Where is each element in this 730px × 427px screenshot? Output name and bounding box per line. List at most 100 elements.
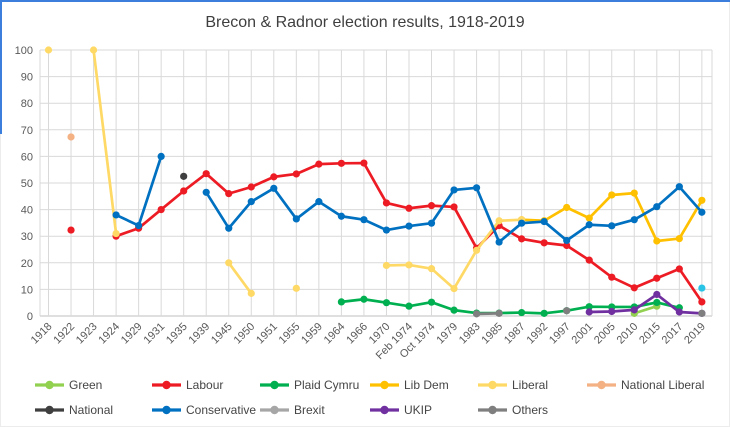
- legend-marker-dot: [270, 405, 279, 415]
- data-point: [247, 289, 255, 297]
- legend-marker-dot: [45, 405, 54, 415]
- data-point: [247, 183, 255, 191]
- legend-item-national-liberal: National Liberal: [587, 378, 704, 392]
- series-brexit: [698, 284, 706, 292]
- data-point: [472, 310, 481, 318]
- data-point: [653, 274, 661, 282]
- data-point: [698, 309, 706, 317]
- legend-marker-dot: [380, 380, 389, 390]
- legend-item-others: Others: [478, 403, 548, 417]
- data-point: [382, 199, 391, 207]
- legend-item-ukip: UKIP: [370, 403, 432, 417]
- legend-item-liberal: Liberal: [478, 378, 548, 392]
- data-point: [202, 170, 210, 178]
- y-tick-label: 40: [21, 205, 33, 217]
- y-tick-label: 60: [21, 151, 33, 163]
- chart-legend: Green Labour Plaid Cymru Lib Dem Liberal Nati…: [35, 378, 704, 417]
- data-point: [698, 298, 706, 306]
- data-point: [337, 298, 345, 306]
- data-point: [157, 206, 165, 214]
- data-point: [540, 217, 548, 226]
- legend-label: National: [69, 403, 113, 417]
- data-point: [450, 285, 458, 293]
- data-point: [427, 219, 436, 227]
- data-point: [382, 226, 391, 234]
- data-point: [653, 298, 661, 307]
- series-line: [92, 48, 118, 235]
- data-point: [315, 160, 323, 168]
- data-point: [675, 183, 683, 191]
- legend-item-conservative: Conservative: [152, 403, 256, 417]
- y-axis-tick-labels: 0 10 20 30 40 50 60 70 80 90 100: [15, 45, 33, 323]
- data-point: [518, 235, 526, 243]
- data-point: [292, 215, 300, 223]
- data-point: [292, 284, 300, 292]
- legend-marker-dot: [162, 405, 171, 415]
- chart-title: Brecon & Radnor election results, 1918-2…: [205, 14, 524, 31]
- y-tick-label: 90: [21, 72, 33, 84]
- data-point: [608, 307, 616, 316]
- series-line: [632, 304, 659, 315]
- data-point: [675, 234, 683, 243]
- data-point: [585, 214, 593, 222]
- data-point: [630, 216, 638, 224]
- data-point: [653, 203, 661, 211]
- data-point: [405, 204, 413, 212]
- data-point: [427, 298, 436, 306]
- data-point: [630, 306, 638, 314]
- data-point: [495, 217, 503, 225]
- legend-marker-dot: [488, 380, 497, 390]
- data-point: [360, 295, 368, 303]
- data-point: [337, 159, 345, 167]
- data-point: [563, 203, 571, 212]
- data-point: [135, 221, 143, 230]
- data-point: [225, 190, 233, 198]
- legend-marker-dot: [45, 380, 54, 390]
- data-point: [698, 196, 706, 204]
- data-point: [202, 188, 210, 196]
- legend-label: Conservative: [186, 403, 256, 417]
- data-point: [495, 238, 503, 246]
- data-point: [405, 302, 413, 310]
- legend-label: Plaid Cymru: [294, 378, 359, 392]
- legend-label: Liberal: [512, 378, 548, 392]
- data-point: [653, 237, 661, 245]
- data-point: [472, 184, 481, 192]
- data-point: [630, 189, 638, 197]
- data-point: [180, 187, 188, 195]
- legend-label: Labour: [186, 378, 223, 392]
- series-national: [180, 172, 188, 180]
- window-edge-highlight: [0, 0, 730, 134]
- data-point: [315, 198, 323, 206]
- data-point: [563, 236, 571, 245]
- legend-label: Brexit: [294, 403, 325, 417]
- data-point: [270, 184, 278, 192]
- series-line: [340, 297, 681, 315]
- data-point: [247, 198, 255, 206]
- data-point: [112, 229, 120, 238]
- data-point: [360, 216, 368, 224]
- data-point: [337, 212, 345, 220]
- legend-item-national: National: [35, 403, 113, 417]
- data-point: [427, 265, 436, 273]
- data-point: [112, 211, 120, 219]
- series-national-liberal: [67, 133, 75, 141]
- series-line: [587, 293, 704, 315]
- data-point: [585, 308, 593, 316]
- data-series-layer: [44, 46, 706, 318]
- data-point: [450, 186, 458, 194]
- data-point: [427, 202, 436, 210]
- data-point: [675, 308, 683, 316]
- data-point: [405, 261, 413, 269]
- legend-marker-dot: [162, 380, 171, 390]
- data-point: [382, 299, 391, 307]
- data-point: [450, 306, 458, 314]
- y-tick-label: 80: [21, 98, 33, 110]
- data-point: [698, 284, 706, 292]
- data-point: [225, 224, 233, 232]
- data-point: [44, 46, 53, 54]
- legend-marker-dot: [270, 380, 279, 390]
- data-point: [67, 133, 75, 141]
